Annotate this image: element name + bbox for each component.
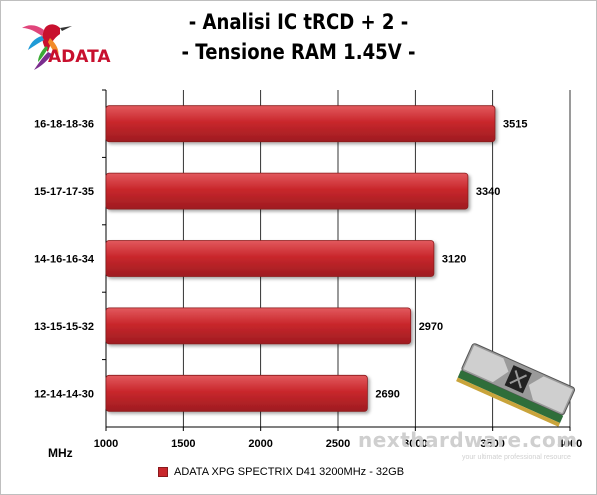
x-tick-label: 4000 — [558, 438, 582, 450]
x-tick-label: 3000 — [403, 438, 427, 450]
labels: 1000 1500 2000 2500 3000 3500 4000 MHz 16-18-18-… — [34, 119, 582, 460]
bar — [105, 307, 412, 345]
chart-title-line-2: - Tensione RAM 1.45V - — [181, 40, 416, 64]
bar — [105, 240, 435, 277]
data-label: 3340 — [476, 186, 500, 198]
x-tick-label: 2000 — [248, 438, 272, 450]
data-label: 3515 — [503, 119, 527, 131]
data-label: 2970 — [419, 321, 443, 333]
x-tick-label: 1000 — [94, 438, 118, 450]
bar — [105, 374, 368, 412]
category-label: 12-14-14-30 — [34, 388, 94, 400]
hummingbird-icon — [22, 24, 72, 70]
category-label: 13-15-15-32 — [34, 321, 94, 333]
adata-logo: ADATA — [22, 24, 111, 70]
legend-swatch — [158, 467, 168, 477]
ram-module-image — [456, 343, 576, 427]
bars — [105, 105, 496, 412]
x-axis-label: MHz — [48, 446, 73, 460]
chart-title-line-1: - Analisi IC tRCD + 2 - — [188, 10, 409, 34]
data-label: 3120 — [442, 254, 466, 266]
category-label: 15-17-17-35 — [34, 186, 94, 198]
x-tick-label: 2500 — [326, 438, 350, 450]
chart-legend: ADATA XPG SPECTRIX D41 3200MHz - 32GB — [158, 466, 404, 478]
logo-text: ADATA — [48, 47, 111, 67]
x-tick-label: 1500 — [171, 438, 195, 450]
watermark-text: nexthardware.com — [358, 428, 578, 452]
category-label: 14-16-16-34 — [34, 254, 95, 266]
data-label: 2690 — [375, 388, 399, 400]
bar — [105, 172, 469, 210]
x-tick-label: 3500 — [480, 438, 504, 450]
legend-label: ADATA XPG SPECTRIX D41 3200MHz - 32GB — [174, 466, 405, 478]
watermark-subtitle: your ultimate professional resource — [462, 454, 571, 461]
category-label: 16-18-18-36 — [34, 119, 94, 131]
bar — [105, 105, 496, 143]
